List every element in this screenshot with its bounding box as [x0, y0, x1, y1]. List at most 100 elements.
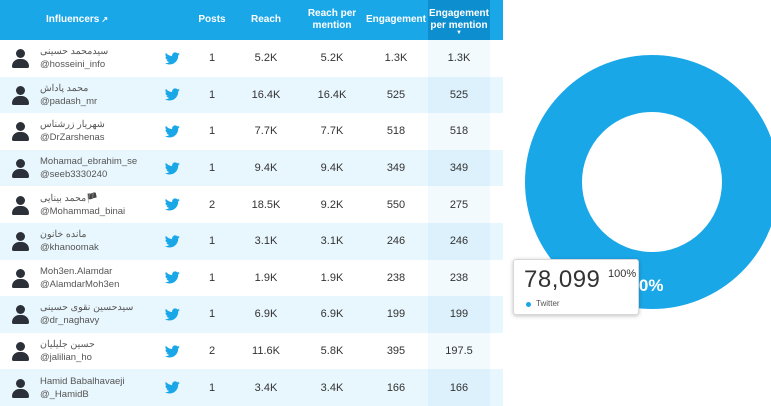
avatar-cell [0, 77, 40, 114]
reach-per-mention-cell: 7.7K [320, 125, 344, 138]
header-posts-label: Posts [198, 14, 226, 25]
tooltip-percent: 100% [608, 268, 637, 280]
engagement-per-mention-cell: 349 [428, 149, 490, 187]
influencer-handle[interactable]: @hosseini_info [40, 59, 106, 71]
twitter-icon[interactable] [152, 77, 192, 114]
twitter-icon[interactable] [152, 40, 192, 77]
reach-cell: 3.1K [254, 235, 278, 248]
user-avatar-icon[interactable] [11, 195, 29, 215]
external-link-icon[interactable]: ↗ [101, 15, 109, 24]
header-reach[interactable]: Reach [232, 0, 300, 40]
influencer-name[interactable]: Mohamad_ebrahim_se [40, 156, 138, 168]
influencer-handle[interactable]: @khanoomak [40, 242, 99, 254]
twitter-icon[interactable] [152, 333, 192, 370]
influencer-name[interactable]: محمد بینایی🏴 [40, 192, 99, 204]
engagement-cell: 550 [386, 198, 406, 211]
influencer-handle[interactable]: @seeb3330240 [40, 169, 108, 181]
twitter-icon[interactable] [152, 113, 192, 150]
twitter-icon[interactable] [152, 369, 192, 406]
user-avatar-icon[interactable] [11, 158, 29, 179]
table-body: سیدمحمد حسینی @hosseini_info 1 5.2K 5.2K 1.3K… [0, 40, 503, 406]
table-row[interactable]: Mohamad_ebrahim_se @seeb3330240 1 9.4K 9.4K 3… [0, 149, 503, 187]
donut-slice-twitter[interactable] [525, 55, 771, 309]
influencer-cell[interactable]: حسین جلیلیان @jalilian_ho [40, 333, 152, 370]
reach-cell: 9.4K [254, 162, 278, 175]
posts-cell: 1 [208, 381, 216, 394]
twitter-icon[interactable] [152, 296, 192, 333]
influencer-handle[interactable]: @dr_naghavy [40, 315, 100, 327]
avatar-cell [0, 296, 40, 333]
reach-per-mention-cell: 16.4K [317, 88, 347, 101]
posts-cell: 1 [208, 271, 216, 284]
header-reach-label: Reach [250, 14, 281, 25]
posts-cell: 2 [208, 198, 216, 211]
user-avatar-icon[interactable] [11, 121, 29, 142]
user-avatar-icon[interactable] [11, 304, 29, 325]
table-row[interactable]: Hamid Babalhavaeji @_HamidB 1 3.4K 3.4K 166 16… [0, 369, 503, 406]
table-row[interactable]: سیدمحمد حسینی @hosseini_info 1 5.2K 5.2K 1.3K… [0, 40, 503, 77]
engagement-cell: 349 [386, 162, 406, 175]
user-avatar-icon[interactable] [11, 48, 29, 69]
user-avatar-icon[interactable] [11, 85, 29, 105]
donut-tooltip: 78,099 100% Twitter [513, 259, 639, 315]
influencer-cell[interactable]: مانده خانون @khanoomak [40, 223, 152, 260]
influencer-handle[interactable]: @AlamdarMoh3en [40, 278, 120, 290]
table-header: Influencers ↗ Posts Reach Reach per ment… [0, 0, 503, 40]
influencer-cell[interactable]: Hamid Babalhavaeji @_HamidB [40, 369, 152, 406]
tooltip-series: Twitter [536, 299, 560, 308]
influencer-cell[interactable]: شهریار زرشناس @DrZarshenas [40, 113, 152, 150]
twitter-icon[interactable] [152, 186, 192, 223]
header-reach-per-mention[interactable]: Reach per mention [300, 0, 364, 40]
engagement-cell: 525 [386, 88, 406, 101]
user-avatar-icon[interactable] [11, 378, 29, 398]
header-engagement-per-mention[interactable]: Engagement per mention ▼ [428, 0, 490, 40]
influencer-name[interactable]: Hamid Babalhavaeji [40, 375, 125, 387]
table-row[interactable]: مانده خانون @khanoomak 1 3.1K 3.1K 246 246 [0, 222, 503, 260]
twitter-icon[interactable] [152, 223, 192, 260]
table-row[interactable]: شهریار زرشناس @DrZarshenas 1 7.7K 7.7K 518 518 [0, 113, 503, 150]
influencer-handle[interactable]: @DrZarshenas [40, 132, 105, 144]
twitter-icon[interactable] [152, 150, 192, 187]
influencer-name[interactable]: محمد پاداش [40, 82, 89, 94]
engagement-per-mention-cell: 275 [428, 186, 490, 223]
influencer-name[interactable]: Moh3en.Alamdar [40, 265, 113, 277]
influencer-cell[interactable]: Moh3en.Alamdar @AlamdarMoh3en [40, 260, 152, 297]
influencer-name[interactable]: حسین جلیلیان [40, 339, 95, 351]
influencer-name[interactable]: سیدمحمد حسینی [40, 46, 109, 58]
engagement-cell: 199 [386, 308, 406, 321]
influencer-cell[interactable]: سیدمحمد حسینی @hosseini_info [40, 40, 152, 77]
reach-cell: 11.6K [252, 345, 280, 358]
table-row[interactable]: Moh3en.Alamdar @AlamdarMoh3en 1 1.9K 1.9K 238… [0, 259, 503, 297]
table-row[interactable]: حسین جلیلیان @jalilian_ho 2 11.6K 5.8K 395 197… [0, 332, 503, 370]
influencer-name[interactable]: مانده خانون [40, 229, 87, 241]
tooltip-legend-dot [526, 302, 531, 307]
influencer-cell[interactable]: محمد پاداش @padash_mr [40, 77, 152, 114]
header-engagement[interactable]: Engagement [364, 0, 428, 40]
influencer-handle[interactable]: @Mohammad_binai [40, 205, 126, 217]
header-engagement-per-mention-line1: Engagement [428, 8, 489, 19]
influencer-handle[interactable]: @jalilian_ho [40, 352, 92, 364]
influencer-name[interactable]: شهریار زرشناس [40, 119, 105, 131]
engagement-cell: 518 [386, 125, 406, 138]
user-avatar-icon[interactable] [11, 231, 29, 252]
posts-cell: 1 [208, 125, 216, 138]
table-row[interactable]: محمد پاداش @padash_mr 1 16.4K 16.4K 525 525 [0, 76, 503, 114]
influencer-cell[interactable]: Mohamad_ebrahim_se @seeb3330240 [40, 150, 152, 187]
reach-per-mention-cell: 9.4K [320, 162, 344, 175]
header-posts[interactable]: Posts [192, 0, 232, 40]
posts-cell: 1 [208, 308, 216, 321]
user-avatar-icon[interactable] [11, 268, 29, 288]
header-influencers[interactable]: Influencers ↗ [0, 0, 152, 40]
avatar-cell [0, 333, 40, 370]
twitter-icon[interactable] [152, 260, 192, 297]
influencer-handle[interactable]: @padash_mr [40, 95, 98, 107]
user-avatar-icon[interactable] [11, 341, 29, 362]
influencer-cell[interactable]: محمد بینایی🏴 @Mohammad_binai [40, 186, 152, 223]
reach-cell: 5.2K [254, 52, 278, 65]
table-row[interactable]: محمد بینایی🏴 @Mohammad_binai 2 18.5K 9.2K 550… [0, 186, 503, 223]
influencer-cell[interactable]: سیدحسین نقوی حسینی @dr_naghavy [40, 296, 152, 333]
header-engagement-label: Engagement [365, 14, 426, 25]
influencer-name[interactable]: سیدحسین نقوی حسینی [40, 302, 134, 314]
influencer-handle[interactable]: @_HamidB [40, 388, 89, 400]
table-row[interactable]: سیدحسین نقوی حسینی @dr_naghavy 1 6.9K 6.9K 19… [0, 296, 503, 333]
